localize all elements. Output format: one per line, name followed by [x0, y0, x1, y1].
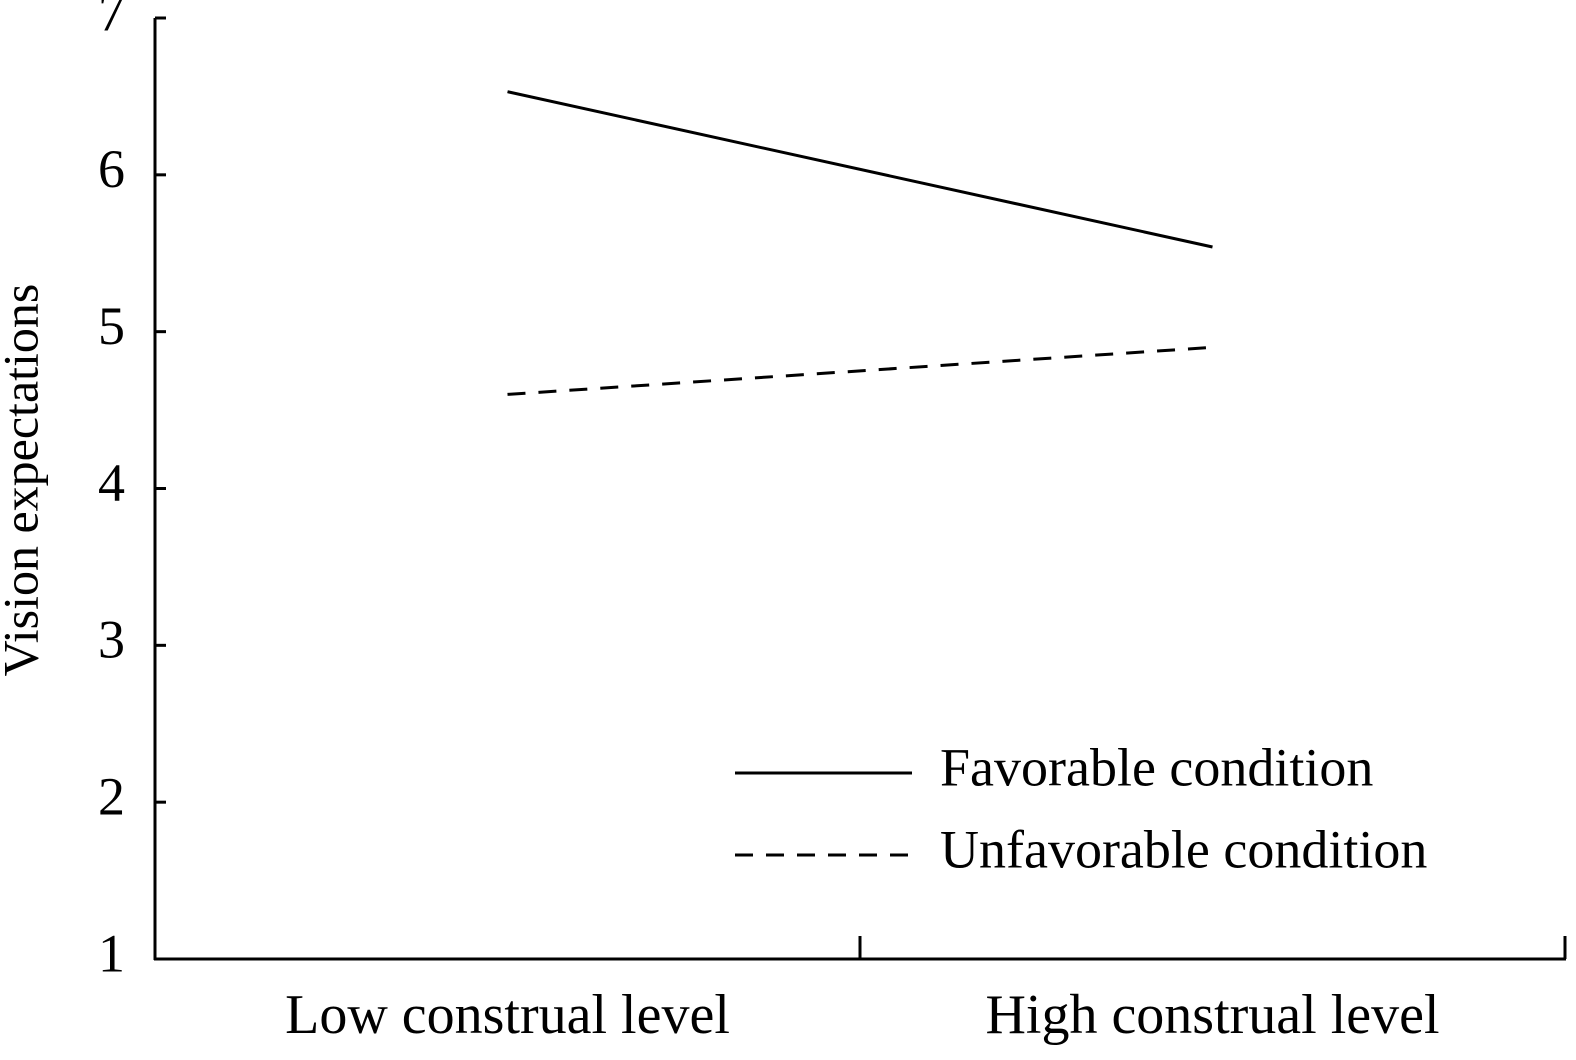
x-tick-label: Low construal level: [285, 984, 730, 1046]
y-tick-label: 5: [98, 296, 125, 356]
y-axis-label: Vision expectations: [0, 284, 48, 677]
y-tick-label: 3: [98, 610, 125, 670]
x-tick-label: High construal level: [985, 984, 1439, 1046]
series-line: [507, 345, 1213, 396]
y-tick-label: 6: [98, 139, 125, 199]
y-tick-label: 2: [98, 767, 125, 827]
legend-label: Favorable condition: [940, 737, 1373, 797]
y-tick-label: 1: [98, 923, 125, 983]
y-tick-label: 4: [98, 453, 125, 513]
series-line: [507, 90, 1213, 249]
legend-label: Unfavorable condition: [940, 819, 1427, 879]
y-tick-label: 7: [98, 0, 125, 42]
